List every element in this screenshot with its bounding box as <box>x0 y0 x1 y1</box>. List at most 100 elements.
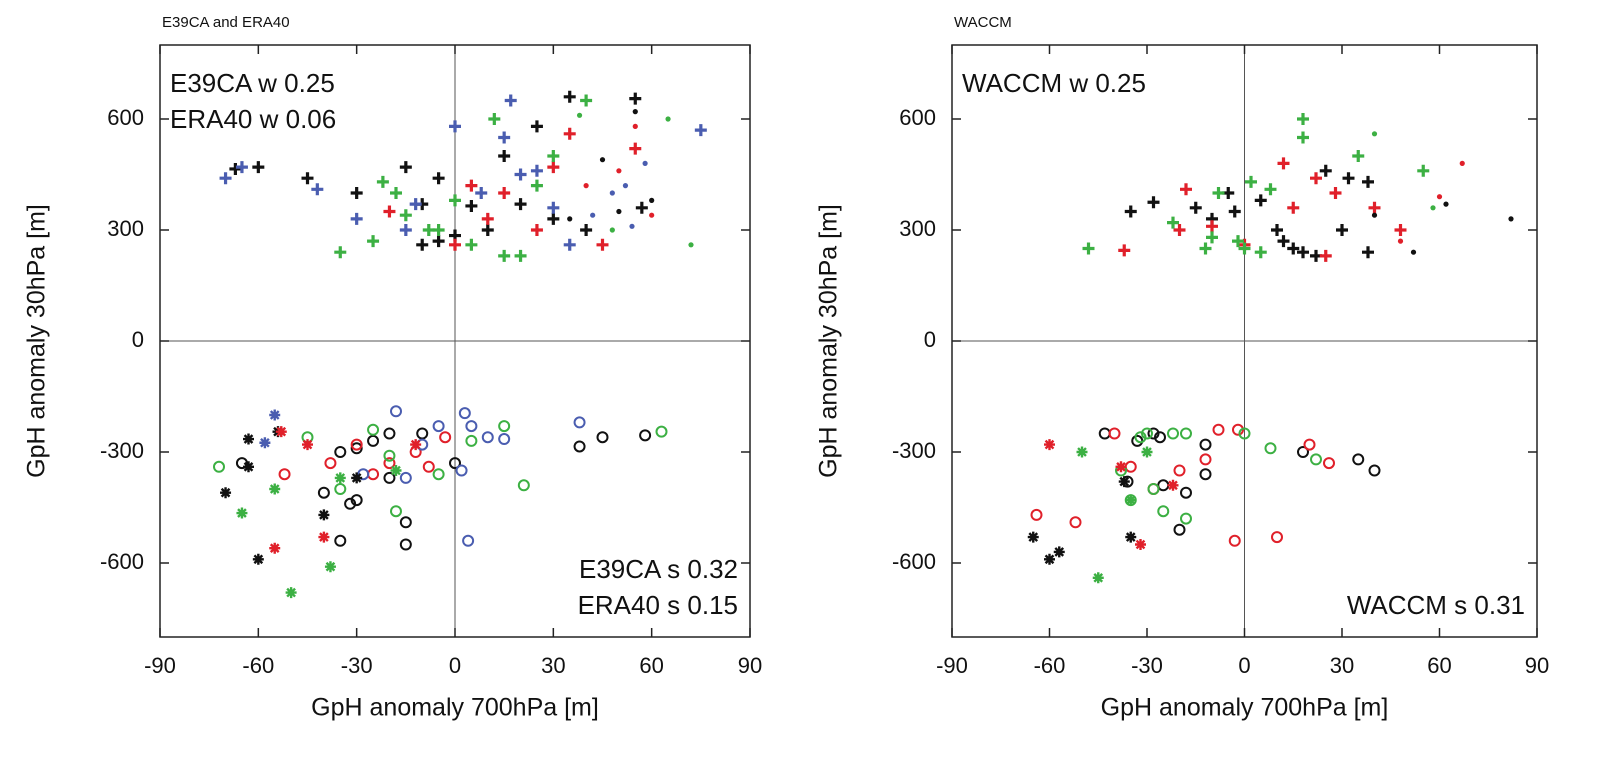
dot-point <box>649 197 655 203</box>
dot-point <box>590 212 596 218</box>
plus-point <box>449 238 461 251</box>
plus-point <box>1417 164 1430 177</box>
circle-point <box>1199 438 1212 451</box>
plus-point <box>229 162 242 175</box>
series <box>236 465 402 599</box>
asterisk-point <box>1141 446 1153 458</box>
circle-point <box>422 460 435 473</box>
series <box>1115 427 1322 525</box>
x-tick-label: 0 <box>449 653 461 678</box>
asterisk-point <box>269 483 281 495</box>
dot-point <box>609 227 615 233</box>
circle-point <box>1271 531 1283 544</box>
series <box>259 409 281 449</box>
circle-point <box>390 505 402 518</box>
y-tick-label: 0 <box>132 327 144 352</box>
y-tick-label: -300 <box>892 438 936 463</box>
circle-point <box>1147 483 1160 495</box>
plus-point <box>399 224 412 236</box>
plus-point <box>629 92 642 105</box>
plus-point <box>383 205 396 218</box>
dot-point <box>665 116 671 122</box>
circle-point <box>1030 508 1043 521</box>
asterisk-point <box>252 553 264 565</box>
plus-point <box>1254 194 1267 207</box>
plus-point <box>498 249 511 262</box>
circle-point <box>1124 460 1137 473</box>
plus-point <box>1319 249 1332 262</box>
plus-point <box>563 90 576 103</box>
asterisk-point <box>259 437 271 449</box>
plus-point <box>1271 224 1283 236</box>
asterisk-point <box>236 507 248 519</box>
plus-point <box>1199 242 1212 255</box>
plus-point <box>465 238 478 251</box>
plus-point <box>1167 216 1179 229</box>
asterisk-point <box>285 587 297 599</box>
series <box>1371 131 1436 211</box>
circle-point <box>432 468 445 481</box>
annotation: ERA40 s 0.15 <box>578 590 738 620</box>
plus-point <box>465 179 478 192</box>
y-tick-label: -300 <box>100 438 144 463</box>
circle-point <box>1352 453 1365 466</box>
plus-point <box>1173 224 1186 236</box>
y-axis-label: GpH anomaly 30hPa [m] <box>815 204 843 478</box>
circle-point <box>1180 512 1192 525</box>
x-tick-label: 60 <box>1427 653 1451 678</box>
y-tick-label: 300 <box>107 216 144 241</box>
circle-point <box>383 471 396 484</box>
circle-point <box>357 468 370 481</box>
circle-point <box>596 431 609 444</box>
circle-point <box>455 464 468 477</box>
circle-point <box>1173 464 1186 477</box>
circle-point <box>367 434 380 447</box>
dot-point <box>632 123 638 129</box>
plus-point <box>449 120 461 133</box>
circle-point <box>350 438 363 451</box>
plus-point <box>334 246 347 259</box>
x-axis-label: GpH anomaly 700hPa [m] <box>311 694 599 722</box>
plus-point <box>1297 246 1309 259</box>
circle-point <box>1157 479 1170 492</box>
circle-point <box>517 479 530 492</box>
circle-point <box>498 433 511 446</box>
plus-point <box>376 175 389 188</box>
circle-point <box>390 405 402 418</box>
asterisk-point <box>318 531 330 543</box>
plus-point <box>399 209 412 222</box>
plus-point <box>1352 150 1365 162</box>
plus-point <box>1254 246 1267 259</box>
plus-point <box>1118 244 1131 257</box>
circle-point <box>416 427 429 440</box>
dot-point <box>622 183 629 189</box>
series <box>1027 476 1137 565</box>
series <box>583 123 655 218</box>
asterisk-point <box>1118 476 1130 488</box>
circle-point <box>350 442 363 455</box>
plus-point <box>530 179 543 192</box>
circle-point <box>367 423 380 436</box>
plus-point <box>390 187 402 199</box>
plus-point <box>1368 201 1381 214</box>
circle-point <box>213 460 225 473</box>
plus-point <box>580 94 593 107</box>
dot-point <box>688 242 694 248</box>
circle-point <box>278 468 291 481</box>
panel-title: WACCM <box>954 14 1012 31</box>
asterisk-point <box>1044 553 1055 565</box>
dot-point <box>599 157 606 163</box>
circle-point <box>1264 442 1277 455</box>
circle-point <box>235 457 248 470</box>
annotation: E39CA s 0.32 <box>579 554 738 584</box>
annotation: E39CA w 0.25 <box>170 68 335 98</box>
plus-point <box>1245 175 1257 188</box>
plus-point <box>416 238 429 251</box>
y-tick-label: 600 <box>899 105 936 130</box>
asterisk-point <box>324 561 336 573</box>
plus-point <box>629 142 642 155</box>
circle-point <box>1131 434 1144 447</box>
circle-point <box>1108 427 1121 440</box>
plus-point <box>1232 235 1244 248</box>
